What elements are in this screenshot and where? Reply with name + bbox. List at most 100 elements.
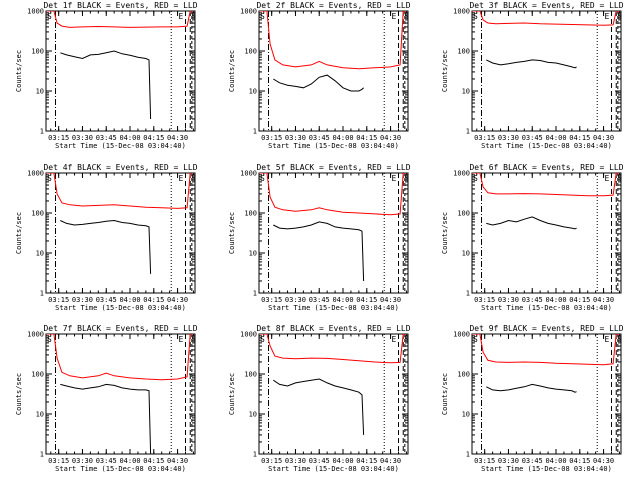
x-tick-label: 04:00: [119, 296, 140, 304]
lld-series-line: [472, 11, 620, 26]
start-marker: S: [47, 12, 52, 21]
second-start-marker: S: [191, 174, 196, 183]
panel-det-4: Det 4f BLACK = Events, RED = LLD 1 10 100 10…: [15, 163, 198, 312]
x-tick-label: 03:15: [48, 457, 69, 465]
x-tick-label: 04:15: [143, 457, 164, 465]
x-tick-label: 03:15: [261, 457, 282, 465]
panel-title: Det 6f BLACK = Events, RED = LLD: [469, 163, 623, 172]
start-marker: S: [473, 174, 478, 183]
x-tick-label: 04:00: [545, 134, 566, 142]
y-tick-label: 1: [40, 290, 44, 298]
x-tick-label: 03:15: [261, 134, 282, 142]
y-tick-label: 10: [462, 88, 470, 96]
x-axis-label: Start Time (15-Dec-08 03:04:40): [55, 465, 186, 473]
y-tick-label: 10: [249, 250, 257, 258]
plot-frame: [258, 10, 409, 132]
x-axis-label: Start Time (15-Dec-08 03:04:40): [481, 142, 612, 150]
panel-det-7: Det 7f BLACK = Events, RED = LLD 1 10 100 10…: [15, 324, 198, 473]
y-tick-label: 10: [36, 88, 44, 96]
end-marker: E: [391, 174, 396, 183]
y-tick-label: 100: [244, 48, 257, 56]
x-tick-label: 03:15: [48, 296, 69, 304]
y-tick-label: 1000: [240, 331, 257, 339]
y-tick-label: 1: [466, 290, 470, 298]
second-start-marker: S: [404, 12, 409, 21]
x-tick-label: 04:30: [380, 134, 401, 142]
x-tick-label: 03:45: [522, 457, 543, 465]
x-tick-label: 03:45: [96, 296, 117, 304]
x-tick-label: 03:30: [285, 134, 306, 142]
y-tick-label: 1: [253, 290, 257, 298]
y-tick-label: 1: [466, 451, 470, 459]
y-tick-label: 1000: [240, 8, 257, 16]
end-marker: E: [178, 335, 183, 344]
start-marker: S: [260, 335, 265, 344]
panel-title: Det 8f BLACK = Events, RED = LLD: [256, 324, 410, 333]
lld-series-line: [259, 334, 407, 364]
start-marker: S: [473, 12, 478, 21]
panel-title: Det 4f BLACK = Events, RED = LLD: [43, 163, 197, 172]
second-start-marker: S: [404, 335, 409, 344]
events-series-line: [60, 219, 152, 274]
events-series-line: [60, 50, 152, 120]
panel-title: Det 5f BLACK = Events, RED = LLD: [256, 163, 410, 172]
y-tick-label: 1000: [453, 170, 470, 178]
second-start-marker: S: [191, 12, 196, 21]
start-marker: S: [473, 335, 478, 344]
y-tick-label: 100: [457, 371, 470, 379]
y-axis-label: Counts/sec: [441, 373, 449, 415]
x-tick-label: 03:30: [285, 296, 306, 304]
y-tick-label: 100: [31, 48, 44, 56]
end-marker: E: [178, 12, 183, 21]
second-start-marker: S: [617, 174, 622, 183]
panel-title: Det 9f BLACK = Events, RED = LLD: [469, 324, 623, 333]
x-tick-label: 04:15: [569, 457, 590, 465]
x-axis-label: Start Time (15-Dec-08 03:04:40): [55, 142, 186, 150]
panel-det-6: Det 6f BLACK = Events, RED = LLD 1 10 100 10…: [441, 163, 624, 312]
x-tick-label: 03:15: [261, 296, 282, 304]
x-tick-label: 04:00: [332, 457, 353, 465]
second-start-marker: S: [617, 335, 622, 344]
y-tick-label: 1: [466, 128, 470, 136]
y-tick-label: 100: [244, 371, 257, 379]
x-tick-label: 04:30: [380, 457, 401, 465]
x-tick-label: 04:15: [569, 296, 590, 304]
y-tick-label: 1000: [453, 331, 470, 339]
y-axis-label: Counts/sec: [441, 50, 449, 92]
x-tick-label: 04:30: [593, 457, 614, 465]
x-tick-label: 03:30: [498, 134, 519, 142]
x-tick-label: 04:00: [545, 296, 566, 304]
panel-title: Det 3f BLACK = Events, RED = LLD: [469, 1, 623, 10]
lld-series-line: [46, 173, 194, 209]
second-start-marker: S: [404, 174, 409, 183]
y-axis-label: Counts/sec: [15, 373, 23, 415]
y-tick-label: 1000: [240, 170, 257, 178]
y-tick-label: 10: [36, 411, 44, 419]
x-tick-label: 03:30: [285, 457, 306, 465]
y-tick-label: 10: [36, 250, 44, 258]
x-tick-label: 03:30: [72, 296, 93, 304]
end-marker: E: [604, 12, 609, 21]
lld-series-line: [472, 334, 620, 366]
y-tick-label: 100: [244, 210, 257, 218]
x-tick-label: 04:30: [380, 296, 401, 304]
x-tick-label: 03:30: [72, 134, 93, 142]
x-tick-label: 03:45: [96, 457, 117, 465]
start-marker: S: [47, 335, 52, 344]
plot-frame: [45, 172, 196, 294]
second-start-marker: S: [191, 335, 196, 344]
x-tick-label: 03:45: [309, 457, 330, 465]
y-tick-label: 1: [253, 128, 257, 136]
x-tick-label: 03:30: [498, 296, 519, 304]
lld-series-line: [46, 334, 194, 381]
plot-frame: [471, 333, 622, 455]
x-tick-label: 04:15: [143, 296, 164, 304]
x-tick-label: 04:00: [119, 457, 140, 465]
x-axis-label: Start Time (15-Dec-08 03:04:40): [481, 465, 612, 473]
events-series-line: [486, 216, 577, 230]
x-tick-label: 03:45: [522, 134, 543, 142]
x-axis-label: Start Time (15-Dec-08 03:04:40): [55, 304, 186, 312]
x-tick-label: 04:30: [167, 457, 188, 465]
y-tick-label: 100: [457, 48, 470, 56]
